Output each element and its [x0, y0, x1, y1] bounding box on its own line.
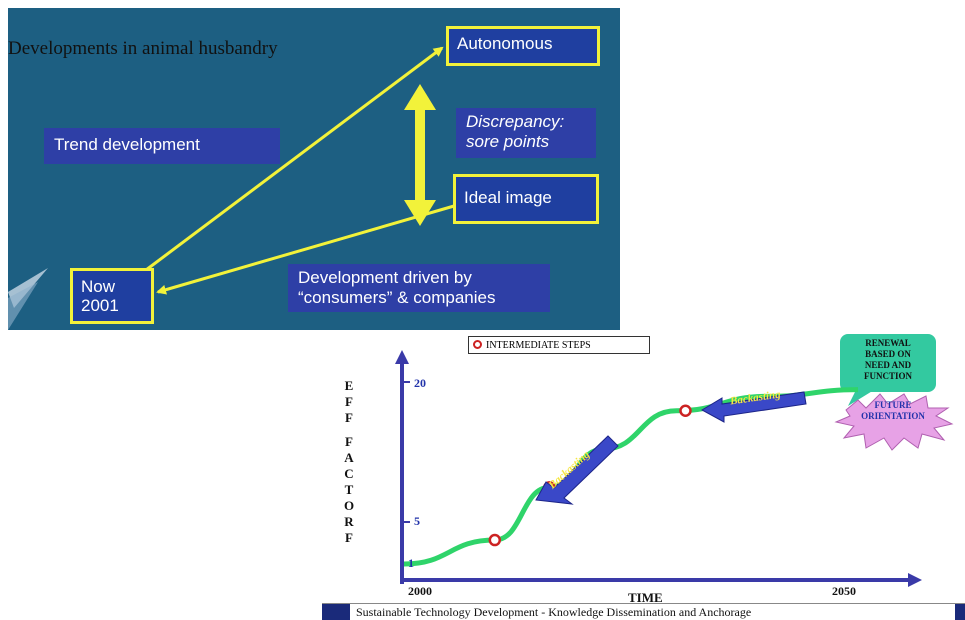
- curve-layer: [403, 387, 859, 567]
- y-label-letter: O: [343, 498, 355, 513]
- footer-text: Sustainable Technology Development - Kno…: [356, 605, 752, 619]
- renewal-line: RENEWAL: [865, 338, 911, 348]
- footer-bar: Sustainable Technology Development - Kno…: [322, 603, 965, 620]
- discrepancy-line1: Discrepancy:: [466, 112, 565, 131]
- trend-development-label: Trend development: [54, 135, 200, 154]
- intermediate-step-legend-icon: [473, 340, 482, 349]
- y-label-letter: F: [345, 434, 353, 449]
- legend: INTERMEDIATE STEPS: [468, 336, 650, 354]
- discrepancy-box: Discrepancy: sore points: [456, 108, 596, 158]
- discrepancy-double-arrow: [404, 84, 436, 226]
- y-label-letter: A: [344, 450, 354, 465]
- renewal-callout-text: RENEWAL BASED ON NEED AND FUNCTION: [841, 338, 935, 382]
- renewal-line: NEED AND: [864, 360, 912, 370]
- future-orientation-text: FUTURE ORIENTATION: [838, 400, 948, 422]
- x-axis-label: TIME: [628, 590, 663, 605]
- development-driven-box: Development driven by “consumers” & comp…: [288, 264, 550, 312]
- now-year: 2001: [81, 296, 119, 315]
- x-tick-label-2050: 2050: [832, 584, 856, 598]
- renewal-line: BASED ON: [865, 349, 911, 359]
- future-line: ORIENTATION: [861, 411, 925, 421]
- trend-arrow: [145, 46, 444, 272]
- now-label: Now: [81, 277, 116, 296]
- x-tick-label-2000: 2000: [408, 584, 432, 598]
- autonomous-box: Autonomous: [446, 26, 600, 66]
- legend-label: INTERMEDIATE STEPS: [486, 340, 591, 351]
- footer-logo-block: [322, 604, 350, 620]
- consumer-arrow: [156, 204, 455, 295]
- y-label-letter: F: [345, 530, 353, 545]
- chart-canvas: [395, 334, 954, 587]
- trend-development-box: Trend development: [44, 128, 280, 164]
- y-label-letter: F: [345, 410, 353, 425]
- now-box: Now 2001: [70, 268, 154, 324]
- discrepancy-line2: sore points: [466, 132, 550, 151]
- backcasting-arrow-2: [700, 391, 807, 423]
- y-label-letter: T: [344, 482, 354, 497]
- future-orientation-burst: [834, 393, 954, 451]
- y-label-letter: C: [344, 466, 354, 481]
- intermediate-step-marker: [488, 533, 502, 547]
- corner-logo-icon: [8, 268, 48, 330]
- y-label-letter: E: [344, 378, 354, 393]
- y-tick-label-5: 5: [414, 514, 420, 528]
- intermediate-step-marker: [679, 404, 692, 417]
- future-line: FUTURE: [874, 400, 912, 410]
- y-tick-label-1: 1: [408, 556, 414, 570]
- development-driven-line2: “consumers” & companies: [298, 288, 496, 307]
- y-label-letter: F: [345, 394, 353, 409]
- eff-factor-curve: [403, 387, 859, 567]
- ideal-image-box: Ideal image: [453, 174, 599, 224]
- renewal-line: FUNCTION: [863, 371, 912, 381]
- backcasting-arrow-1: [535, 435, 619, 505]
- y-tick-label-20: 20: [414, 376, 426, 390]
- y-label-letter: R: [344, 514, 354, 529]
- footer-end-block: [955, 604, 965, 620]
- development-driven-line1: Development driven by: [298, 268, 472, 287]
- ideal-image-label: Ideal image: [464, 188, 552, 207]
- renewal-callout: [840, 334, 936, 406]
- slide-title: Developments in animal husbandry: [8, 38, 278, 59]
- slide-arrows: [145, 46, 455, 295]
- animal-husbandry-slide: Developments in animal husbandry Autonom…: [8, 8, 620, 330]
- autonomous-label: Autonomous: [457, 34, 553, 53]
- eff-factor-chart: INTERMEDIATE STEPS E F F F A C T O R F 2…: [318, 332, 965, 620]
